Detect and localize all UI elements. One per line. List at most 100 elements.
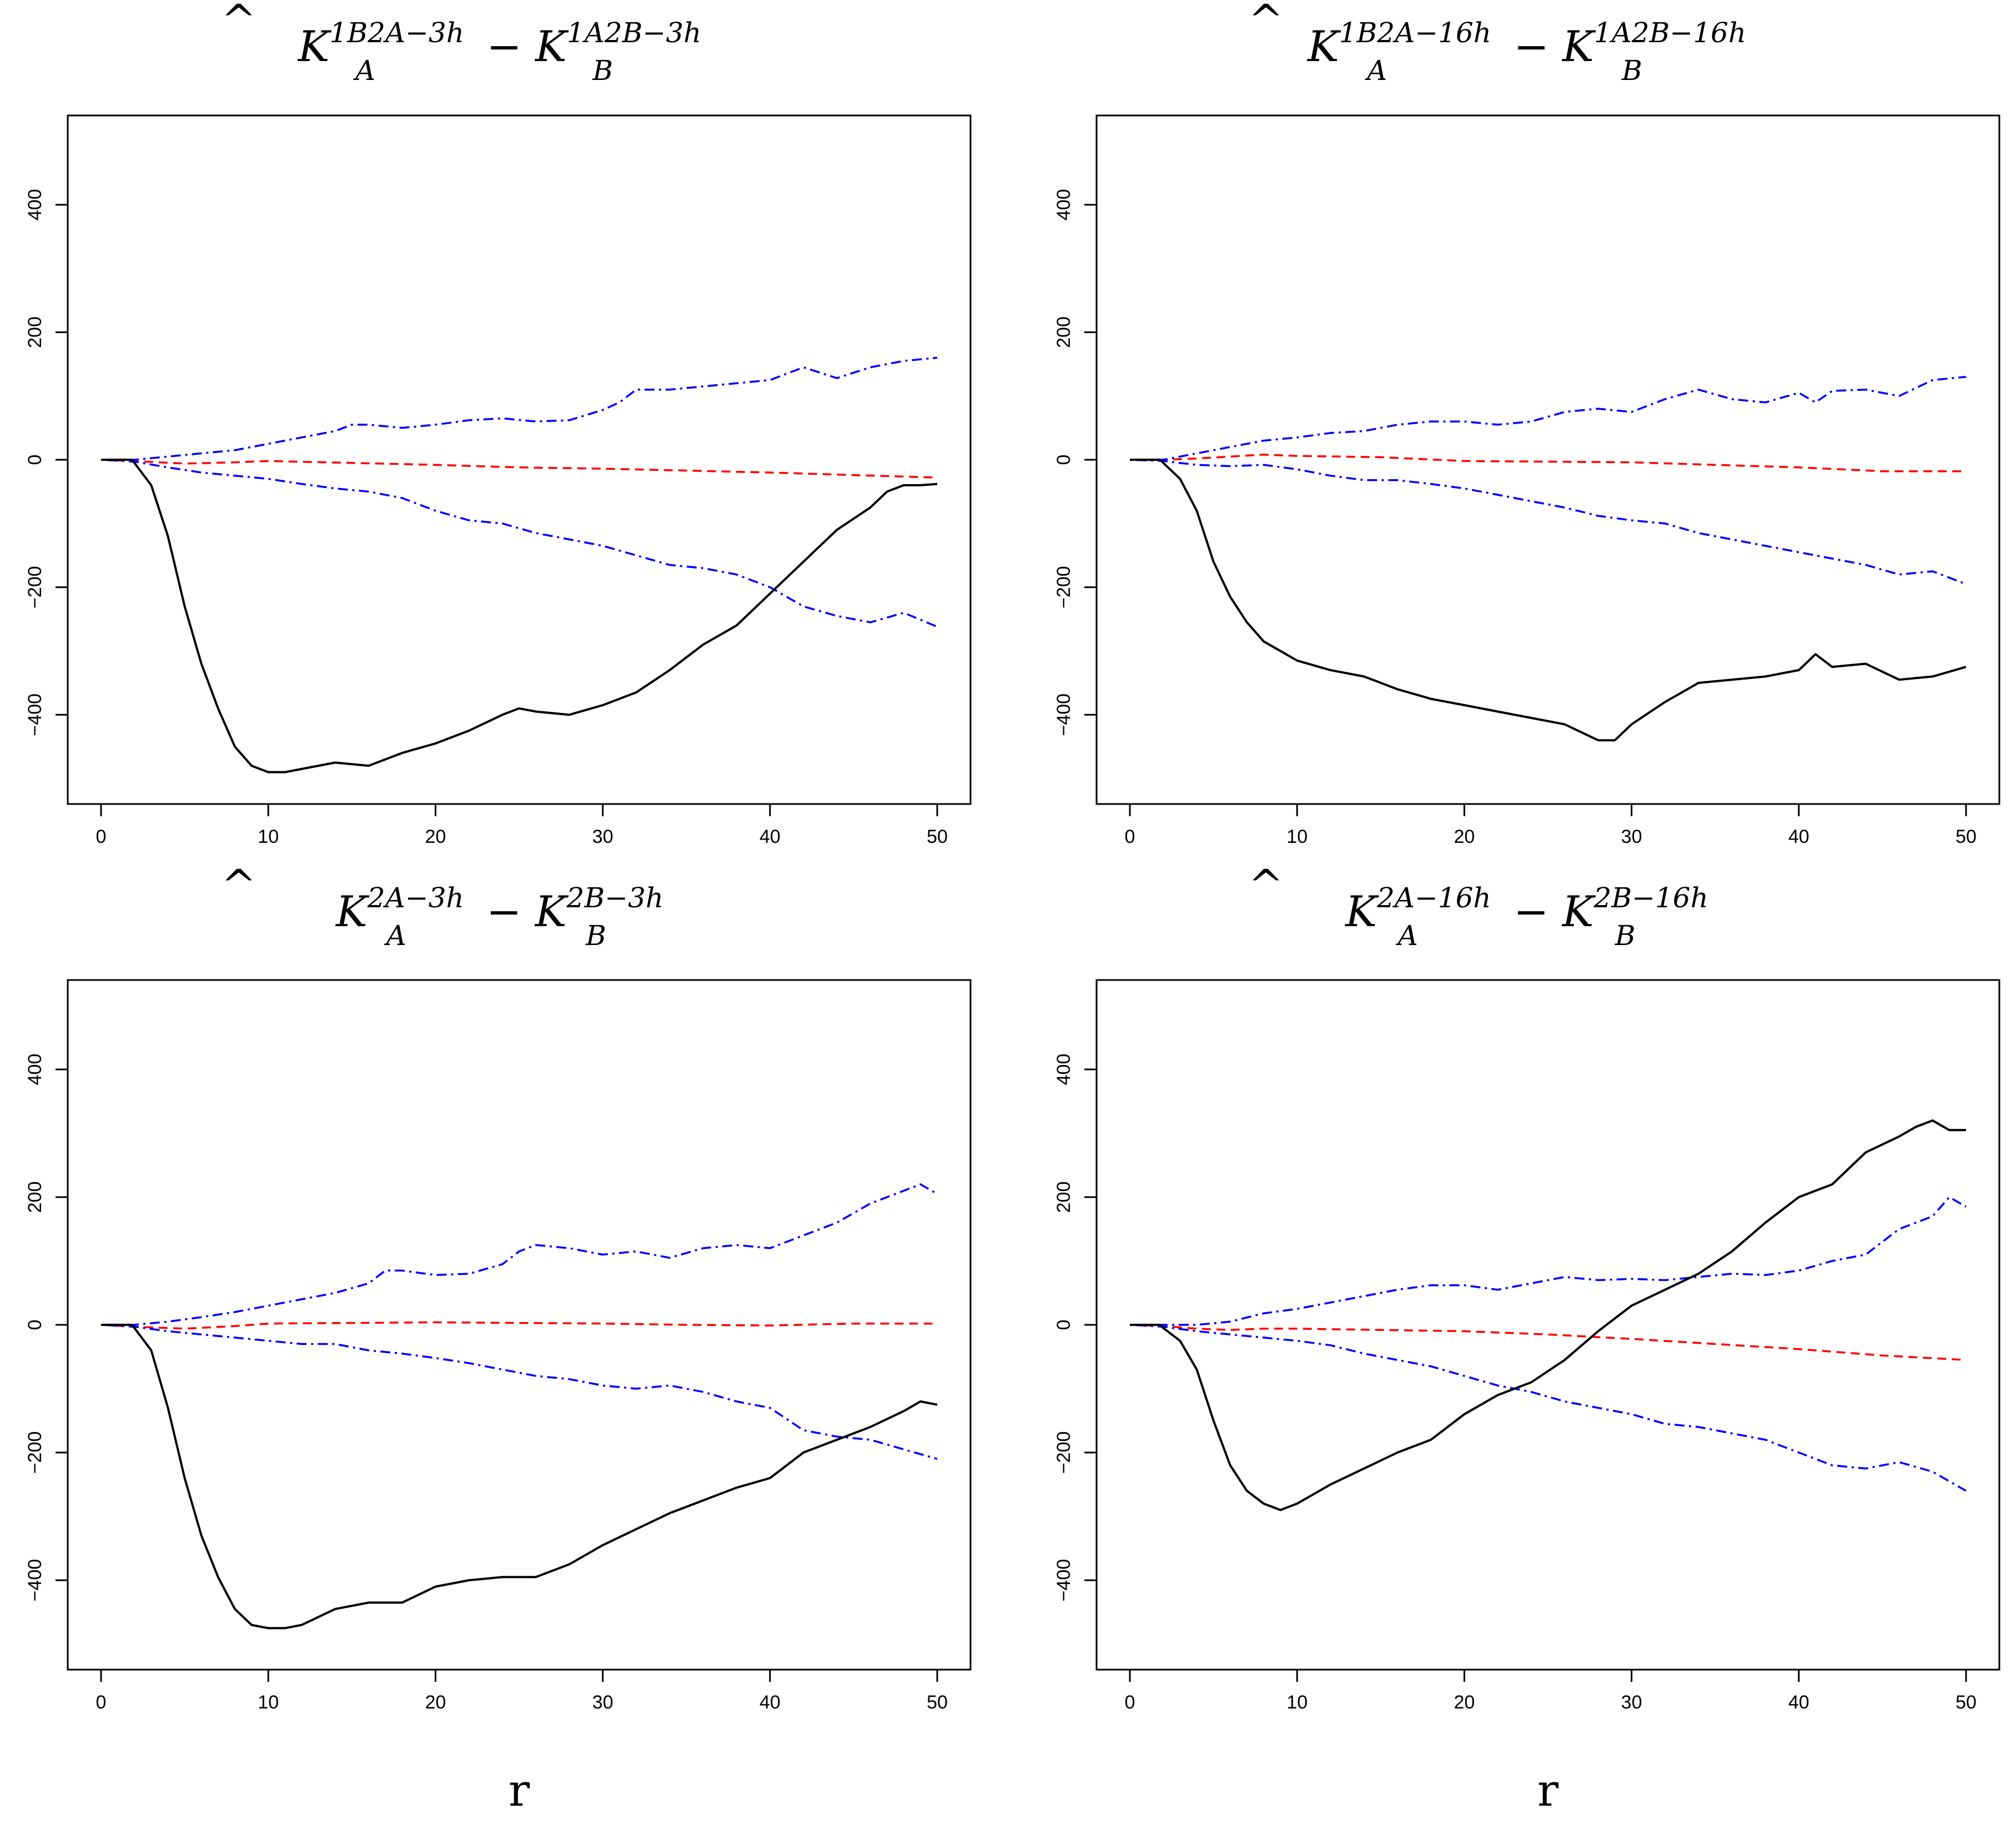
- title-minus: −: [1500, 887, 1562, 936]
- title-superscript-left: 1B2A−3h: [330, 17, 464, 49]
- series-line-mean: [1130, 454, 1966, 473]
- y-tick-label: −400: [24, 694, 46, 736]
- x-tick-label: 10: [1286, 826, 1308, 847]
- title-k-left: K: [1306, 22, 1341, 71]
- title-k-left: K: [1344, 887, 1379, 936]
- y-tick-label: 0: [24, 455, 46, 465]
- title-superscript-right: 2B−3h: [566, 882, 663, 914]
- x-tick-label: 20: [425, 1692, 446, 1713]
- x-tick-label: 10: [1286, 1692, 1308, 1713]
- plot-frame: [67, 114, 972, 805]
- x-tick-label: 40: [760, 1692, 781, 1713]
- panel-2: K1B2A−16h A − K1A2B−16h B^−400−20002004000…: [1053, 0, 2000, 847]
- title-k-right: K: [534, 887, 569, 936]
- y-tick-label: 0: [1053, 455, 1074, 465]
- title-k-left: K: [297, 22, 332, 71]
- title-subscript-left: A: [1396, 919, 1418, 952]
- title-superscript-right: 2B−16h: [1593, 882, 1708, 914]
- x-tick-label: 10: [258, 826, 279, 847]
- y-tick-label: −200: [1053, 566, 1074, 609]
- title-subscript-right: B: [1615, 919, 1636, 952]
- title-subscript-right: B: [592, 54, 613, 87]
- y-tick-label: 200: [24, 1182, 46, 1213]
- series-line-upper-envelope: [101, 356, 938, 461]
- plot-frame: [1095, 979, 2000, 1671]
- x-tick-label: 30: [592, 1692, 614, 1713]
- x-tick-label: 50: [1955, 1692, 1977, 1713]
- series-line-lower-envelope: [100, 1324, 938, 1460]
- series-line-upper-envelope: [101, 1183, 938, 1326]
- title-subscript-right: B: [1621, 54, 1642, 87]
- series-line-mean: [100, 1321, 937, 1330]
- y-tick-label: −200: [24, 1431, 46, 1474]
- series-line-observed: [1130, 1119, 1966, 1511]
- x-tick-label: 30: [1621, 826, 1642, 847]
- y-tick-label: 400: [24, 1054, 46, 1086]
- series-line-observed: [1130, 459, 1967, 742]
- title-hat-left: ^: [1248, 0, 1284, 44]
- series-line-upper-envelope: [1130, 1196, 1967, 1326]
- series-line-observed: [101, 459, 938, 773]
- panel-title: K1B2A−3h A − K1A2B−3h B: [297, 17, 701, 87]
- title-k-right: K: [1561, 22, 1596, 71]
- series-line-upper-envelope: [1130, 375, 1967, 461]
- x-tick-label: 10: [258, 1692, 279, 1713]
- series-line-mean: [100, 459, 938, 479]
- title-minus: −: [1500, 22, 1562, 71]
- y-tick-label: 400: [1053, 1054, 1074, 1086]
- title-subscript-left: A: [1365, 54, 1387, 87]
- x-tick-label: 0: [1125, 1692, 1135, 1713]
- y-tick-label: −400: [1053, 694, 1074, 736]
- series-line-lower-envelope: [1129, 1324, 1967, 1492]
- series-line-mean: [1129, 1324, 1967, 1361]
- title-hat-left: ^: [221, 0, 257, 44]
- x-tick-label: 20: [1454, 826, 1475, 847]
- panel-title: K2A−16h A − K2B−16h B: [1344, 882, 1708, 952]
- title-subscript-right: B: [585, 919, 606, 952]
- title-superscript-right: 1A2B−3h: [567, 17, 701, 49]
- title-subscript-left: A: [384, 919, 406, 952]
- x-tick-label: 50: [927, 826, 948, 847]
- x-tick-label: 40: [1788, 1692, 1809, 1713]
- y-tick-label: 0: [24, 1320, 46, 1330]
- x-axis-label: r: [509, 1765, 530, 1816]
- x-tick-label: 0: [96, 826, 107, 847]
- x-tick-label: 0: [96, 1692, 107, 1713]
- plot-frame: [1095, 114, 2000, 805]
- x-tick-label: 30: [1621, 1692, 1642, 1713]
- y-tick-label: −400: [1053, 1559, 1074, 1602]
- title-minus: −: [473, 22, 535, 71]
- x-axis-label: r: [1537, 1765, 1559, 1816]
- x-tick-label: 20: [1454, 1692, 1475, 1713]
- x-tick-label: 0: [1125, 826, 1135, 847]
- title-superscript-left: 2A−16h: [1376, 882, 1491, 914]
- y-tick-label: 400: [1053, 189, 1074, 220]
- x-tick-label: 20: [425, 826, 446, 847]
- title-superscript-left: 1B2A−16h: [1339, 17, 1491, 49]
- title-k-right: K: [534, 22, 569, 71]
- x-tick-label: 50: [1955, 826, 1977, 847]
- panel-title: K2A−3h A − K2B−3h B: [335, 882, 663, 952]
- y-tick-label: −200: [1053, 1431, 1074, 1474]
- title-subscript-left: A: [353, 54, 375, 87]
- title-minus: −: [473, 887, 535, 936]
- panel-title: K1B2A−16h A − K1A2B−16h B: [1306, 17, 1746, 87]
- y-tick-label: 200: [24, 316, 46, 348]
- series-line-lower-envelope: [1129, 459, 1967, 585]
- y-tick-label: 200: [1053, 1182, 1074, 1213]
- plot-frame: [67, 979, 972, 1671]
- y-tick-label: −200: [24, 566, 46, 609]
- series-line-lower-envelope: [100, 459, 938, 628]
- x-tick-label: 50: [927, 1692, 948, 1713]
- x-tick-label: 40: [760, 826, 781, 847]
- title-k-left: K: [335, 887, 370, 936]
- title-k-right: K: [1561, 887, 1596, 936]
- y-tick-label: −400: [24, 1559, 46, 1602]
- title-superscript-left: 2A−3h: [367, 882, 464, 914]
- x-tick-label: 40: [1788, 826, 1809, 847]
- y-tick-label: 400: [24, 189, 46, 220]
